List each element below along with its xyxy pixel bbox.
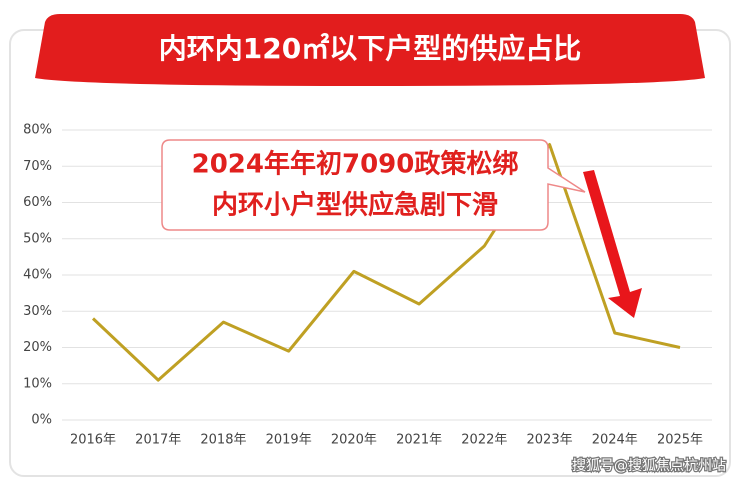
y-tick-label: 70% (23, 159, 52, 174)
arrow (583, 170, 642, 318)
chart-title: 内环内120㎡以下户型的供应占比 (159, 32, 581, 65)
frame (9, 29, 731, 477)
x-tick-label: 2021年 (396, 433, 442, 448)
y-tick-label: 10% (23, 376, 52, 391)
x-tick-label: 2022年 (461, 433, 507, 448)
annotation-box (161, 139, 586, 231)
annotation-line: 内环小户型供应急剧下滑 (212, 190, 498, 221)
x-tick-label: 2025年 (657, 433, 703, 448)
annotation-line: 2024年年初7090政策松绑 (192, 149, 519, 180)
y-tick-label: 30% (23, 304, 52, 319)
y-tick-label: 20% (23, 340, 52, 355)
y-tick-label: 80% (23, 123, 52, 138)
x-tick-label: 2023年 (527, 433, 573, 448)
x-tick-label: 2024年 (592, 433, 638, 448)
x-tick-label: 2017年 (135, 433, 181, 448)
y-tick-label: 40% (23, 268, 52, 283)
watermark: 搜狐号@搜狐焦点杭州站 (572, 458, 726, 474)
x-tick-label: 2020年 (331, 433, 377, 448)
data-line (91, 143, 681, 382)
plot: 0% 10% 20% 30% 40% 50% 60% 70% 80% 2016年 2017年 2018… (23, 123, 712, 448)
x-tick-label: 2018年 (200, 433, 246, 448)
annotation: 2024年年初7090政策松绑 内环小户型供应急剧下滑 (161, 139, 586, 231)
title-banner (35, 14, 705, 86)
y-tick-label: 50% (23, 231, 52, 246)
y-tick-label: 0% (31, 413, 52, 428)
x-tick-label: 2016年 (70, 433, 116, 448)
x-tick-label: 2019年 (266, 433, 312, 448)
y-tick-label: 60% (23, 195, 52, 210)
